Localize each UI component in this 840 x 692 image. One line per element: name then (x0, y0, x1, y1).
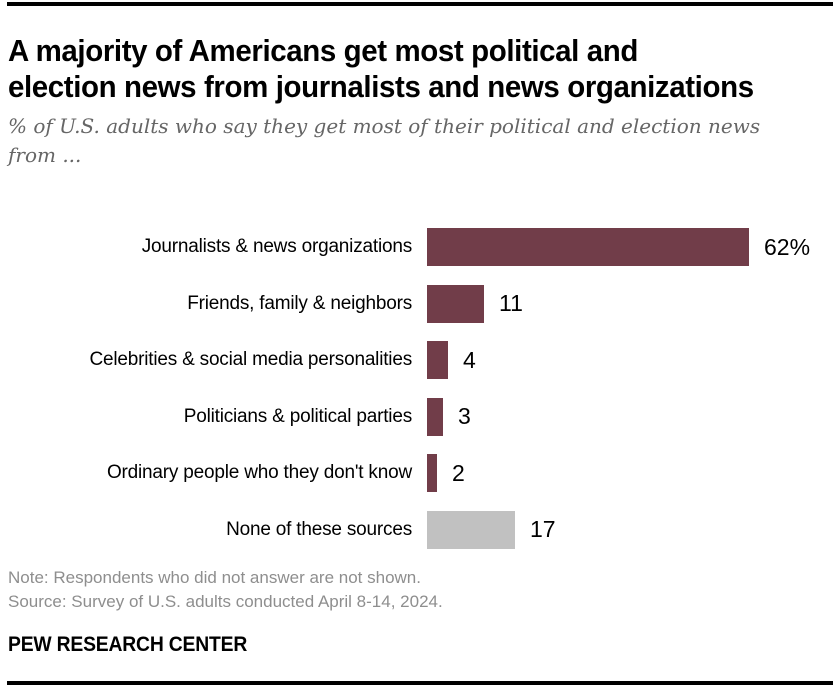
bar (427, 397, 443, 436)
chart-title-line-2: election news from journalists and news … (8, 69, 754, 104)
bar (427, 454, 437, 492)
bar (427, 510, 515, 549)
chart-title: A majority of Americans get most politic… (8, 33, 835, 105)
bar (427, 284, 484, 323)
bar (427, 341, 448, 379)
chart-row: None of these sources 17 (0, 510, 840, 549)
bar-value-label: 2 (452, 459, 465, 486)
chart-row: Friends, family & neighbors 11 (0, 284, 840, 323)
bar-category-label: Journalists & news organizations (141, 236, 412, 257)
bar-track: 4 (427, 341, 476, 379)
chart-row: Politicians & political parties 3 (0, 397, 840, 436)
chart-row: Celebrities & social media personalities… (0, 341, 840, 379)
bar-chart: Journalists & news organizations 62% Frien… (0, 228, 840, 549)
chart-row: Journalists & news organizations 62% (0, 228, 840, 266)
chart-subtitle-line-2: from ... (8, 143, 82, 167)
bar-category-label: Celebrities & social media personalities (89, 349, 412, 370)
chart-title-line-1: A majority of Americans get most politic… (8, 33, 639, 68)
bar-category-label: Ordinary people who they don't know (106, 462, 412, 483)
bar-track: 2 (427, 454, 465, 492)
bar-track: 62% (427, 228, 810, 266)
note-text: Note: Respondents who did not answer are… (8, 568, 421, 587)
bar-value-label: 62% (764, 233, 811, 260)
bar-value-label: 17 (530, 516, 556, 542)
chart-subtitle-line-1: % of U.S. adults who say they get most o… (8, 114, 761, 138)
bar-track: 11 (427, 284, 523, 323)
bar-category-label: Politicians & political parties (183, 405, 412, 427)
pew-research-center-wordmark: PEW RESEARCH CENTER (8, 633, 248, 656)
chart-row: Ordinary people who they don't know 2 (0, 454, 840, 492)
bar-track: 3 (427, 397, 471, 436)
bottom-rule (7, 681, 833, 685)
top-rule (7, 2, 833, 6)
footnotes: Note: Respondents who did not answer are… (8, 566, 443, 614)
bar-value-label: 4 (463, 346, 476, 373)
source-text: Source: Survey of U.S. adults conducted … (8, 592, 443, 611)
bar-category-label: Friends, family & neighbors (187, 292, 412, 314)
bar (427, 228, 749, 266)
bar-category-label: None of these sources (226, 518, 412, 540)
bar-value-label: 3 (458, 403, 471, 429)
bar-track: 17 (427, 510, 556, 549)
chart-subtitle: % of U.S. adults who say they get most o… (8, 112, 808, 170)
bar-value-label: 11 (499, 290, 523, 316)
